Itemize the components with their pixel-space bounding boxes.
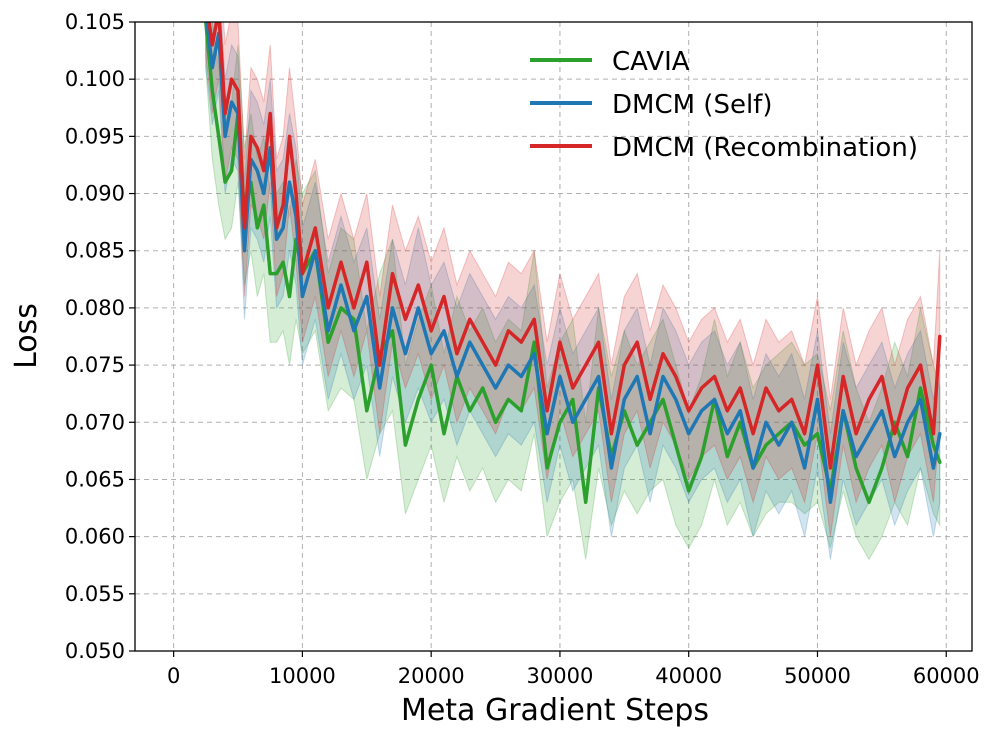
y-tick-label: 0.105 [65,10,125,34]
y-axis-label: Loss [9,303,44,369]
dmcm-recombination-line [207,22,942,470]
dmcm-self-legend-label: DMCM (Self) [612,90,772,120]
plot-background [135,22,972,651]
x-axis-ticks: 0 10000 20000 30000 40000 50000 60000 [167,651,980,688]
plot-frame [134,21,973,652]
y-tick-label: 0.100 [65,67,125,91]
dmcm-recombination-legend-label: DMCM (Recombination) [612,133,918,163]
y-tick-label: 0.060 [65,525,125,549]
x-tick-label: 20000 [398,664,465,688]
series-lines [204,22,942,505]
cavia-legend-label: CAVIA [612,47,690,77]
y-tick-label: 0.065 [65,467,125,491]
y-tick-label: 0.070 [65,410,125,434]
y-tick-label: 0.095 [65,124,125,148]
legend: CAVIA DMCM (Self) DMCM (Recombination) [530,47,918,163]
y-axis-ticks: 0.050 0.055 0.060 0.065 0.070 0.075 0.080 0.085… [65,10,135,663]
x-tick-label: 50000 [784,664,851,688]
y-tick-label: 0.055 [65,582,125,606]
y-tick-label: 0.080 [65,296,125,320]
x-tick-label: 40000 [655,664,722,688]
dmcm-recombination-confidence-band [205,22,941,537]
y-tick-label: 0.075 [65,353,125,377]
y-tick-label: 0.085 [65,239,125,263]
x-tick-label: 0 [167,664,180,688]
x-tick-label: 10000 [269,664,336,688]
x-tick-label: 30000 [527,664,594,688]
cavia-line [204,22,942,505]
x-tick-label: 60000 [913,664,980,688]
y-tick-label: 0.090 [65,182,125,206]
x-axis-label: Meta Gradient Steps [401,693,709,728]
y-tick-label: 0.050 [65,639,125,663]
